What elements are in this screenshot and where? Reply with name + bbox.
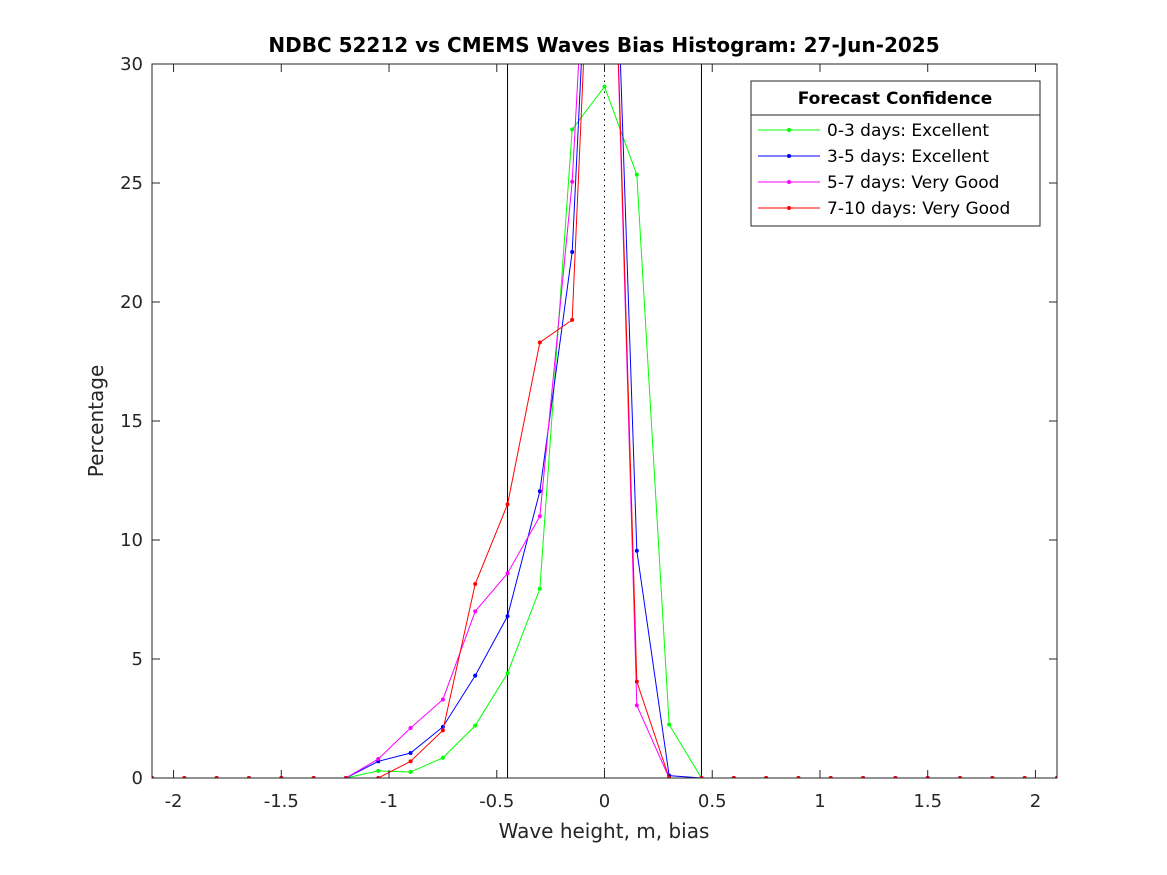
legend-swatch-marker	[787, 180, 791, 184]
y-tick-label: 0	[132, 768, 143, 789]
data-point	[376, 768, 381, 773]
data-point	[473, 609, 478, 614]
legend-entry-label: 0-3 days: Excellent	[827, 121, 989, 141]
data-point	[570, 179, 575, 184]
x-tick-label: -0.5	[479, 791, 514, 812]
legend-entry-0: 0-3 days: Excellent	[758, 121, 989, 141]
y-tick-label: 25	[120, 173, 143, 194]
legend-box	[750, 80, 1041, 227]
data-point	[634, 548, 639, 553]
x-axis-label: Wave height, m, bias	[499, 819, 710, 843]
legend-title: Forecast Confidence	[798, 89, 993, 109]
data-point	[408, 751, 413, 756]
y-tick-label: 10	[120, 530, 143, 551]
reference-lines	[507, 64, 702, 778]
data-point	[570, 250, 575, 255]
y-tick-label: 30	[120, 54, 143, 75]
legend-items: 0-3 days: Excellent 3-5 days: Excellent 5-…	[758, 121, 1010, 219]
x-tick-label: 0	[599, 791, 610, 812]
x-tick-label: -1.5	[264, 791, 299, 812]
data-point	[537, 489, 542, 494]
data-point	[440, 755, 445, 760]
x-tick-label: 0.5	[698, 791, 727, 812]
data-point	[570, 317, 575, 322]
y-tick-label: 20	[120, 292, 143, 313]
x-tick-label: 2	[1030, 791, 1041, 812]
legend-entry-3: 7-10 days: Very Good	[758, 199, 1010, 219]
data-point	[408, 726, 413, 731]
legend-entry-label: 7-10 days: Very Good	[827, 199, 1010, 219]
legend-entry-label: 3-5 days: Excellent	[827, 147, 989, 167]
x-tick-label: 1	[814, 791, 825, 812]
data-point	[537, 340, 542, 345]
data-point	[408, 759, 413, 764]
data-point	[537, 586, 542, 591]
legend-swatch-marker	[787, 206, 791, 210]
data-point	[473, 582, 478, 587]
data-point	[376, 756, 381, 761]
y-axis-label: Percentage	[84, 365, 108, 478]
data-point	[408, 770, 413, 775]
data-point	[634, 172, 639, 177]
x-tick-label: -1	[380, 791, 398, 812]
data-point	[667, 722, 672, 727]
chart-title: NDBC 52212 vs CMEMS Waves Bias Histogram…	[268, 33, 939, 57]
legend-swatch-marker	[787, 128, 791, 132]
data-point	[505, 571, 510, 576]
legend-entry-2: 5-7 days: Very Good	[758, 173, 999, 193]
data-point	[505, 614, 510, 619]
data-point	[440, 728, 445, 733]
data-point	[634, 679, 639, 684]
data-point	[602, 84, 607, 89]
x-tick-label: -2	[165, 791, 183, 812]
data-point	[570, 127, 575, 132]
legend-swatch-marker	[787, 154, 791, 158]
legend: Forecast Confidence 0-3 days: Excellent 3…	[750, 80, 1041, 227]
y-tick-label: 15	[120, 411, 143, 432]
data-point	[505, 671, 510, 676]
data-point	[634, 703, 639, 708]
data-point	[505, 502, 510, 507]
legend-entry-label: 5-7 days: Very Good	[827, 173, 999, 193]
legend-entry-1: 3-5 days: Excellent	[758, 147, 989, 167]
data-point	[473, 673, 478, 678]
y-tick-label: 5	[132, 649, 143, 670]
x-tick-label: 1.5	[913, 791, 942, 812]
data-point	[473, 723, 478, 728]
data-point	[537, 514, 542, 519]
data-point	[440, 697, 445, 702]
